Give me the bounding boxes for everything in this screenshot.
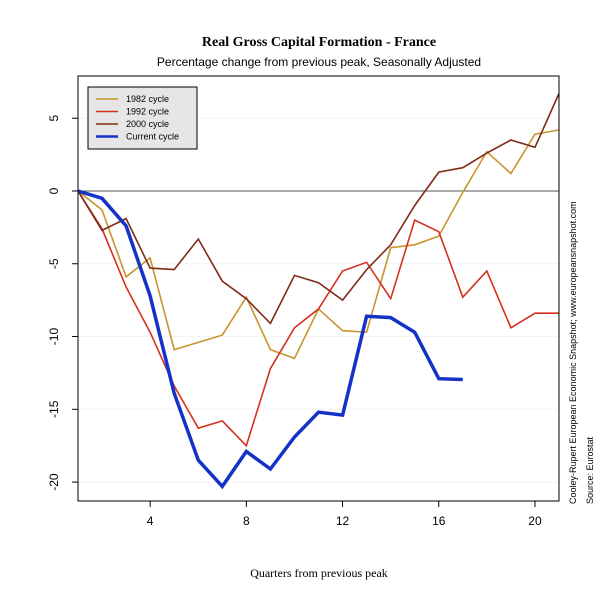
series-line-2000-cycle bbox=[77, 93, 560, 325]
legend-label-1992-cycle: 1992 cycle bbox=[126, 107, 169, 117]
y-tick-label: -15 bbox=[47, 400, 61, 418]
legend-box bbox=[87, 86, 198, 150]
legend-label-2000-cycle: 2000 cycle bbox=[126, 119, 169, 129]
x-tick-label: 16 bbox=[432, 514, 446, 528]
y-tick-label: -10 bbox=[47, 328, 61, 346]
legend: 1982 cycle 1992 cycle 2000 cycle Current cy… bbox=[87, 86, 198, 150]
y-tick-label: -5 bbox=[47, 258, 61, 269]
chart-title: Real Gross Capital Formation - France bbox=[202, 35, 436, 50]
y-axis: 5 0 -5 -10 -15 -20 bbox=[47, 115, 78, 491]
series-line-1992-cycle bbox=[77, 190, 559, 448]
x-tick-label: 8 bbox=[243, 514, 250, 528]
x-tick-label: 12 bbox=[336, 514, 350, 528]
series-line-1982-cycle bbox=[77, 129, 560, 360]
legend-label-1982-cycle: 1982 cycle bbox=[126, 94, 169, 104]
x-axis-label: Quarters from previous peak bbox=[250, 566, 388, 580]
source-note-line2: Source: Eurostat bbox=[585, 436, 595, 504]
y-tick-label: 0 bbox=[47, 187, 61, 194]
x-axis: 4 8 12 16 20 bbox=[147, 501, 542, 528]
legend-label-current-cycle: Current cycle bbox=[126, 132, 179, 142]
chart-subtitle: Percentage change from previous peak, Se… bbox=[157, 55, 481, 69]
plot-frame bbox=[77, 75, 560, 502]
source-note-line1: Cooley-Rupert European Economic Snapshot… bbox=[568, 201, 578, 504]
y-tick-label: -20 bbox=[47, 473, 61, 491]
series-line-current-cycle bbox=[77, 189, 463, 490]
x-tick-label: 20 bbox=[528, 514, 542, 528]
series-layer bbox=[77, 93, 560, 490]
y-tick-label: 5 bbox=[47, 115, 61, 122]
x-tick-label: 4 bbox=[147, 514, 154, 528]
